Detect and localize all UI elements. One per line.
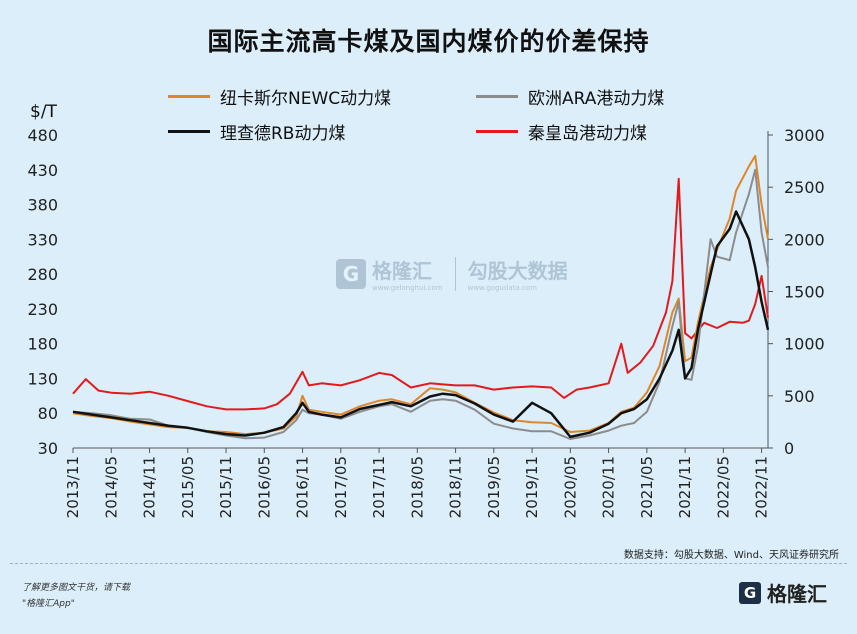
- x-tick-label: 2015/11: [217, 456, 235, 518]
- y-axis-left-unit: $/T: [30, 102, 58, 122]
- watermark-brand: 格隆汇: [372, 259, 432, 283]
- chart-title: 国际主流高卡煤及国内煤价的价差保持: [207, 27, 650, 56]
- x-tick-label: 2022/11: [753, 456, 771, 518]
- series-line-rb: [72, 210, 770, 439]
- legend-swatch-ara: [476, 95, 518, 98]
- footer-logo: G 格隆汇: [739, 578, 827, 607]
- x-tick-label: 2018/11: [447, 456, 465, 518]
- y-right-tick-label: 500: [784, 387, 815, 406]
- x-tick-label: 2017/11: [370, 456, 388, 518]
- legend-label-rb: 理查德RB动力煤: [220, 124, 346, 144]
- y-right-tick-label: 0: [784, 439, 794, 458]
- x-tick-label: 2018/05: [408, 456, 426, 518]
- legend-swatch-rb: [168, 130, 210, 133]
- legend-item-rb: 理查德RB动力煤: [168, 119, 345, 144]
- watermark-partner-sub: www.gogudata.com: [467, 284, 537, 292]
- y-right-tick-label: 1000: [784, 335, 825, 354]
- x-tick-label: 2015/05: [179, 456, 197, 518]
- x-tick-label: 2013/11: [64, 456, 82, 518]
- footer-logo-icon: G: [739, 581, 761, 604]
- legend-item-qhd: 秦皇岛港动力煤: [476, 119, 647, 144]
- y-left-tick-label: 30: [38, 439, 58, 458]
- x-tick-label: 2019/05: [485, 456, 503, 518]
- y-right-tick-label: 3000: [784, 126, 825, 145]
- x-tick-label: 2019/11: [523, 456, 541, 518]
- legend-label-ara: 欧洲ARA港动力煤: [528, 89, 665, 109]
- y-right-tick-label: 2000: [784, 230, 825, 249]
- x-tick-label: 2020/05: [561, 456, 579, 518]
- x-tick-label: 2014/05: [102, 456, 120, 518]
- legend-item-ara: 欧洲ARA港动力煤: [476, 84, 664, 109]
- y-left-tick-label: 280: [27, 265, 58, 284]
- y-left-tick-label: 430: [27, 161, 58, 180]
- y-left-tick-label: 380: [27, 196, 58, 215]
- legend-swatch-qhd: [476, 130, 518, 133]
- x-tick-label: 2016/05: [255, 456, 273, 518]
- legend-label-newc: 纽卡斯尔NEWC动力煤: [220, 89, 392, 109]
- divider: [10, 563, 847, 564]
- x-tick-label: 2021/11: [676, 456, 694, 518]
- y-left-tick-label: 130: [27, 369, 58, 388]
- y-left-tick-label: 330: [27, 230, 58, 249]
- y-left-tick-label: 80: [38, 404, 58, 423]
- legend-label-qhd: 秦皇岛港动力煤: [528, 124, 647, 144]
- footer-brand: 格隆汇: [767, 582, 827, 606]
- legend-item-newc: 纽卡斯尔NEWC动力煤: [168, 84, 391, 109]
- watermark-partner: 勾股大数据: [467, 259, 568, 283]
- x-tick-label: 2021/05: [638, 456, 656, 518]
- series-line-ara: [72, 168, 769, 440]
- footer-note-line1: 了解更多图文干货，请下载: [22, 583, 131, 593]
- y-right-tick-label: 2500: [784, 178, 825, 197]
- y-left-tick-label: 230: [27, 300, 58, 319]
- series-line-newc: [72, 154, 769, 436]
- x-tick-label: 2020/11: [600, 456, 618, 518]
- series-line-qhd: [72, 177, 769, 411]
- x-tick-label: 2016/11: [294, 456, 312, 518]
- watermark-logo-icon: G: [336, 258, 366, 289]
- y-left-tick-label: 180: [27, 335, 58, 354]
- watermark-brand-sub: www.gelonghui.com: [372, 284, 443, 292]
- watermark: G 格隆汇 www.gelonghui.com 勾股大数据 www.goguda…: [336, 255, 568, 292]
- source-note: 数据支持：勾股大数据、Wind、天风证券研究所: [623, 550, 839, 561]
- legend-swatch-newc: [168, 95, 210, 98]
- x-tick-label: 2014/11: [141, 456, 159, 518]
- x-tick-label: 2022/05: [714, 456, 732, 518]
- y-left-tick-label: 480: [27, 126, 58, 145]
- x-tick-label: 2017/05: [332, 456, 350, 518]
- y-right-tick-label: 1500: [784, 283, 825, 302]
- footer-note-line2: "格隆汇App": [22, 599, 75, 609]
